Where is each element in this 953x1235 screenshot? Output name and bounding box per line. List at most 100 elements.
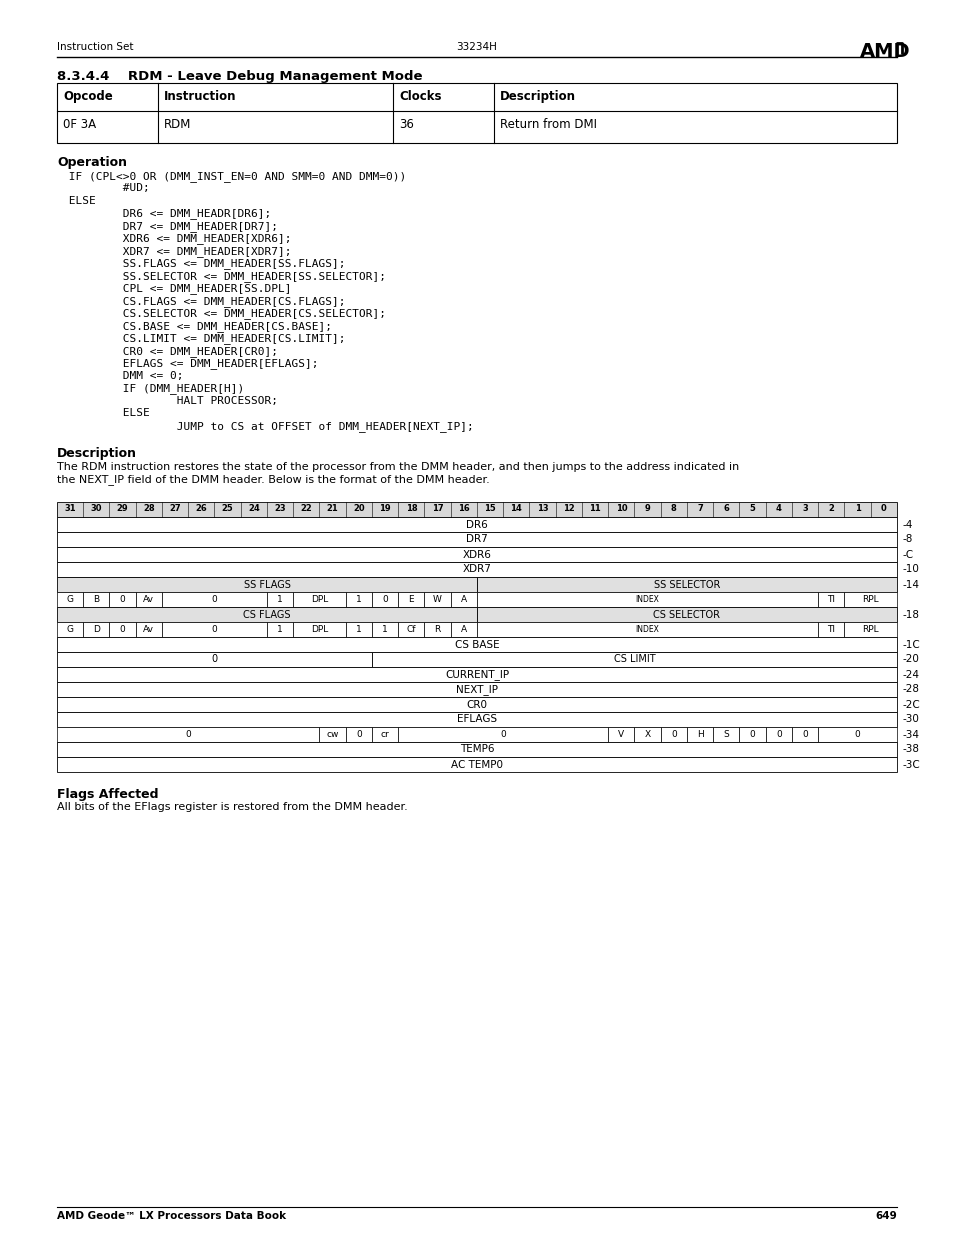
- Text: CR0: CR0: [466, 699, 487, 709]
- Text: 25: 25: [221, 504, 233, 513]
- Text: IF (DMM_HEADER[H]): IF (DMM_HEADER[H]): [62, 384, 244, 394]
- Text: -34: -34: [902, 730, 919, 740]
- Bar: [57, 697, 896, 713]
- Text: 0: 0: [854, 730, 860, 739]
- Text: 0: 0: [500, 730, 506, 739]
- Text: B: B: [93, 595, 99, 604]
- Text: Description: Description: [499, 90, 576, 103]
- Bar: [110, 622, 135, 637]
- Text: CS LIMIT: CS LIMIT: [613, 655, 655, 664]
- Bar: [57, 652, 372, 667]
- Bar: [450, 592, 476, 606]
- Text: R: R: [434, 625, 440, 634]
- Text: 5: 5: [749, 504, 755, 513]
- Bar: [634, 727, 660, 742]
- Text: SS.SELECTOR <= DMM_HEADER[SS.SELECTOR];: SS.SELECTOR <= DMM_HEADER[SS.SELECTOR];: [62, 270, 386, 282]
- Text: 33234H: 33234H: [456, 42, 497, 52]
- Text: TEMP6: TEMP6: [459, 745, 494, 755]
- Text: 1: 1: [355, 625, 361, 634]
- Bar: [424, 592, 450, 606]
- Text: 0: 0: [212, 625, 217, 634]
- Text: DPL: DPL: [311, 625, 328, 634]
- Text: 29: 29: [116, 504, 129, 513]
- Bar: [57, 501, 896, 517]
- Text: 0: 0: [120, 625, 126, 634]
- Text: 0: 0: [749, 730, 755, 739]
- Text: G: G: [67, 625, 73, 634]
- Text: 18: 18: [405, 504, 416, 513]
- Text: 11: 11: [589, 504, 600, 513]
- Text: #UD;: #UD;: [62, 184, 150, 194]
- Text: G: G: [67, 595, 73, 604]
- Text: -30: -30: [902, 715, 919, 725]
- Text: 0: 0: [355, 730, 361, 739]
- Bar: [57, 577, 476, 592]
- Text: 22: 22: [300, 504, 312, 513]
- Text: DMM <= 0;: DMM <= 0;: [62, 370, 183, 382]
- Text: AC TEMP0: AC TEMP0: [451, 760, 502, 769]
- Text: Opcode: Opcode: [63, 90, 112, 103]
- Bar: [135, 622, 162, 637]
- Bar: [57, 517, 896, 532]
- Text: 0: 0: [382, 595, 388, 604]
- Text: 2: 2: [827, 504, 834, 513]
- Text: 12: 12: [562, 504, 574, 513]
- Text: SS FLAGS: SS FLAGS: [243, 579, 290, 589]
- Text: 36: 36: [398, 119, 414, 131]
- Bar: [608, 727, 634, 742]
- Text: DR6: DR6: [466, 520, 487, 530]
- Bar: [57, 727, 319, 742]
- Bar: [57, 713, 896, 727]
- Text: 24: 24: [248, 504, 259, 513]
- Text: TI: TI: [826, 625, 835, 634]
- Bar: [476, 592, 818, 606]
- Text: AMD Geode™ LX Processors Data Book: AMD Geode™ LX Processors Data Book: [57, 1212, 286, 1221]
- Bar: [57, 742, 896, 757]
- Bar: [57, 532, 896, 547]
- Text: cr: cr: [380, 730, 389, 739]
- Bar: [57, 757, 896, 772]
- Bar: [476, 622, 818, 637]
- Bar: [135, 592, 162, 606]
- Text: HALT PROCESSOR;: HALT PROCESSOR;: [62, 396, 277, 406]
- Text: 6: 6: [722, 504, 728, 513]
- Text: E: E: [408, 595, 414, 604]
- Text: RDM: RDM: [164, 119, 191, 131]
- Text: 3: 3: [801, 504, 807, 513]
- Text: -2C: -2C: [902, 699, 920, 709]
- Bar: [660, 727, 686, 742]
- Text: 0F 3A: 0F 3A: [63, 119, 96, 131]
- Text: All bits of the EFlags register is restored from the DMM header.: All bits of the EFlags register is resto…: [57, 802, 407, 811]
- Text: 14: 14: [510, 504, 521, 513]
- Bar: [818, 727, 896, 742]
- Bar: [319, 727, 345, 742]
- Bar: [450, 622, 476, 637]
- Bar: [267, 622, 293, 637]
- Text: Clocks: Clocks: [398, 90, 441, 103]
- Text: V: V: [618, 730, 624, 739]
- Text: cw: cw: [326, 730, 338, 739]
- Text: CS FLAGS: CS FLAGS: [243, 610, 291, 620]
- Bar: [345, 592, 372, 606]
- Text: SS.FLAGS <= DMM_HEADER[SS.FLAGS];: SS.FLAGS <= DMM_HEADER[SS.FLAGS];: [62, 258, 345, 269]
- Text: -8: -8: [902, 535, 912, 545]
- Text: 31: 31: [64, 504, 76, 513]
- Text: 0: 0: [880, 504, 886, 513]
- Text: 16: 16: [457, 504, 469, 513]
- Text: 1: 1: [854, 504, 860, 513]
- Bar: [57, 562, 896, 577]
- Text: -4: -4: [902, 520, 912, 530]
- Text: CS.LIMIT <= DMM_HEADER[CS.LIMIT];: CS.LIMIT <= DMM_HEADER[CS.LIMIT];: [62, 333, 345, 345]
- Text: XDR6 <= DMM_HEADER[XDR6];: XDR6 <= DMM_HEADER[XDR6];: [62, 233, 292, 245]
- Text: Description: Description: [57, 447, 137, 461]
- Text: RPL: RPL: [862, 625, 878, 634]
- Text: Instruction Set: Instruction Set: [57, 42, 133, 52]
- Text: Flags Affected: Flags Affected: [57, 788, 158, 802]
- Bar: [818, 592, 843, 606]
- Bar: [57, 592, 83, 606]
- Bar: [57, 83, 896, 143]
- Text: S: S: [722, 730, 728, 739]
- Text: -14: -14: [902, 579, 919, 589]
- Text: 0: 0: [185, 730, 191, 739]
- Text: XDR6: XDR6: [462, 550, 491, 559]
